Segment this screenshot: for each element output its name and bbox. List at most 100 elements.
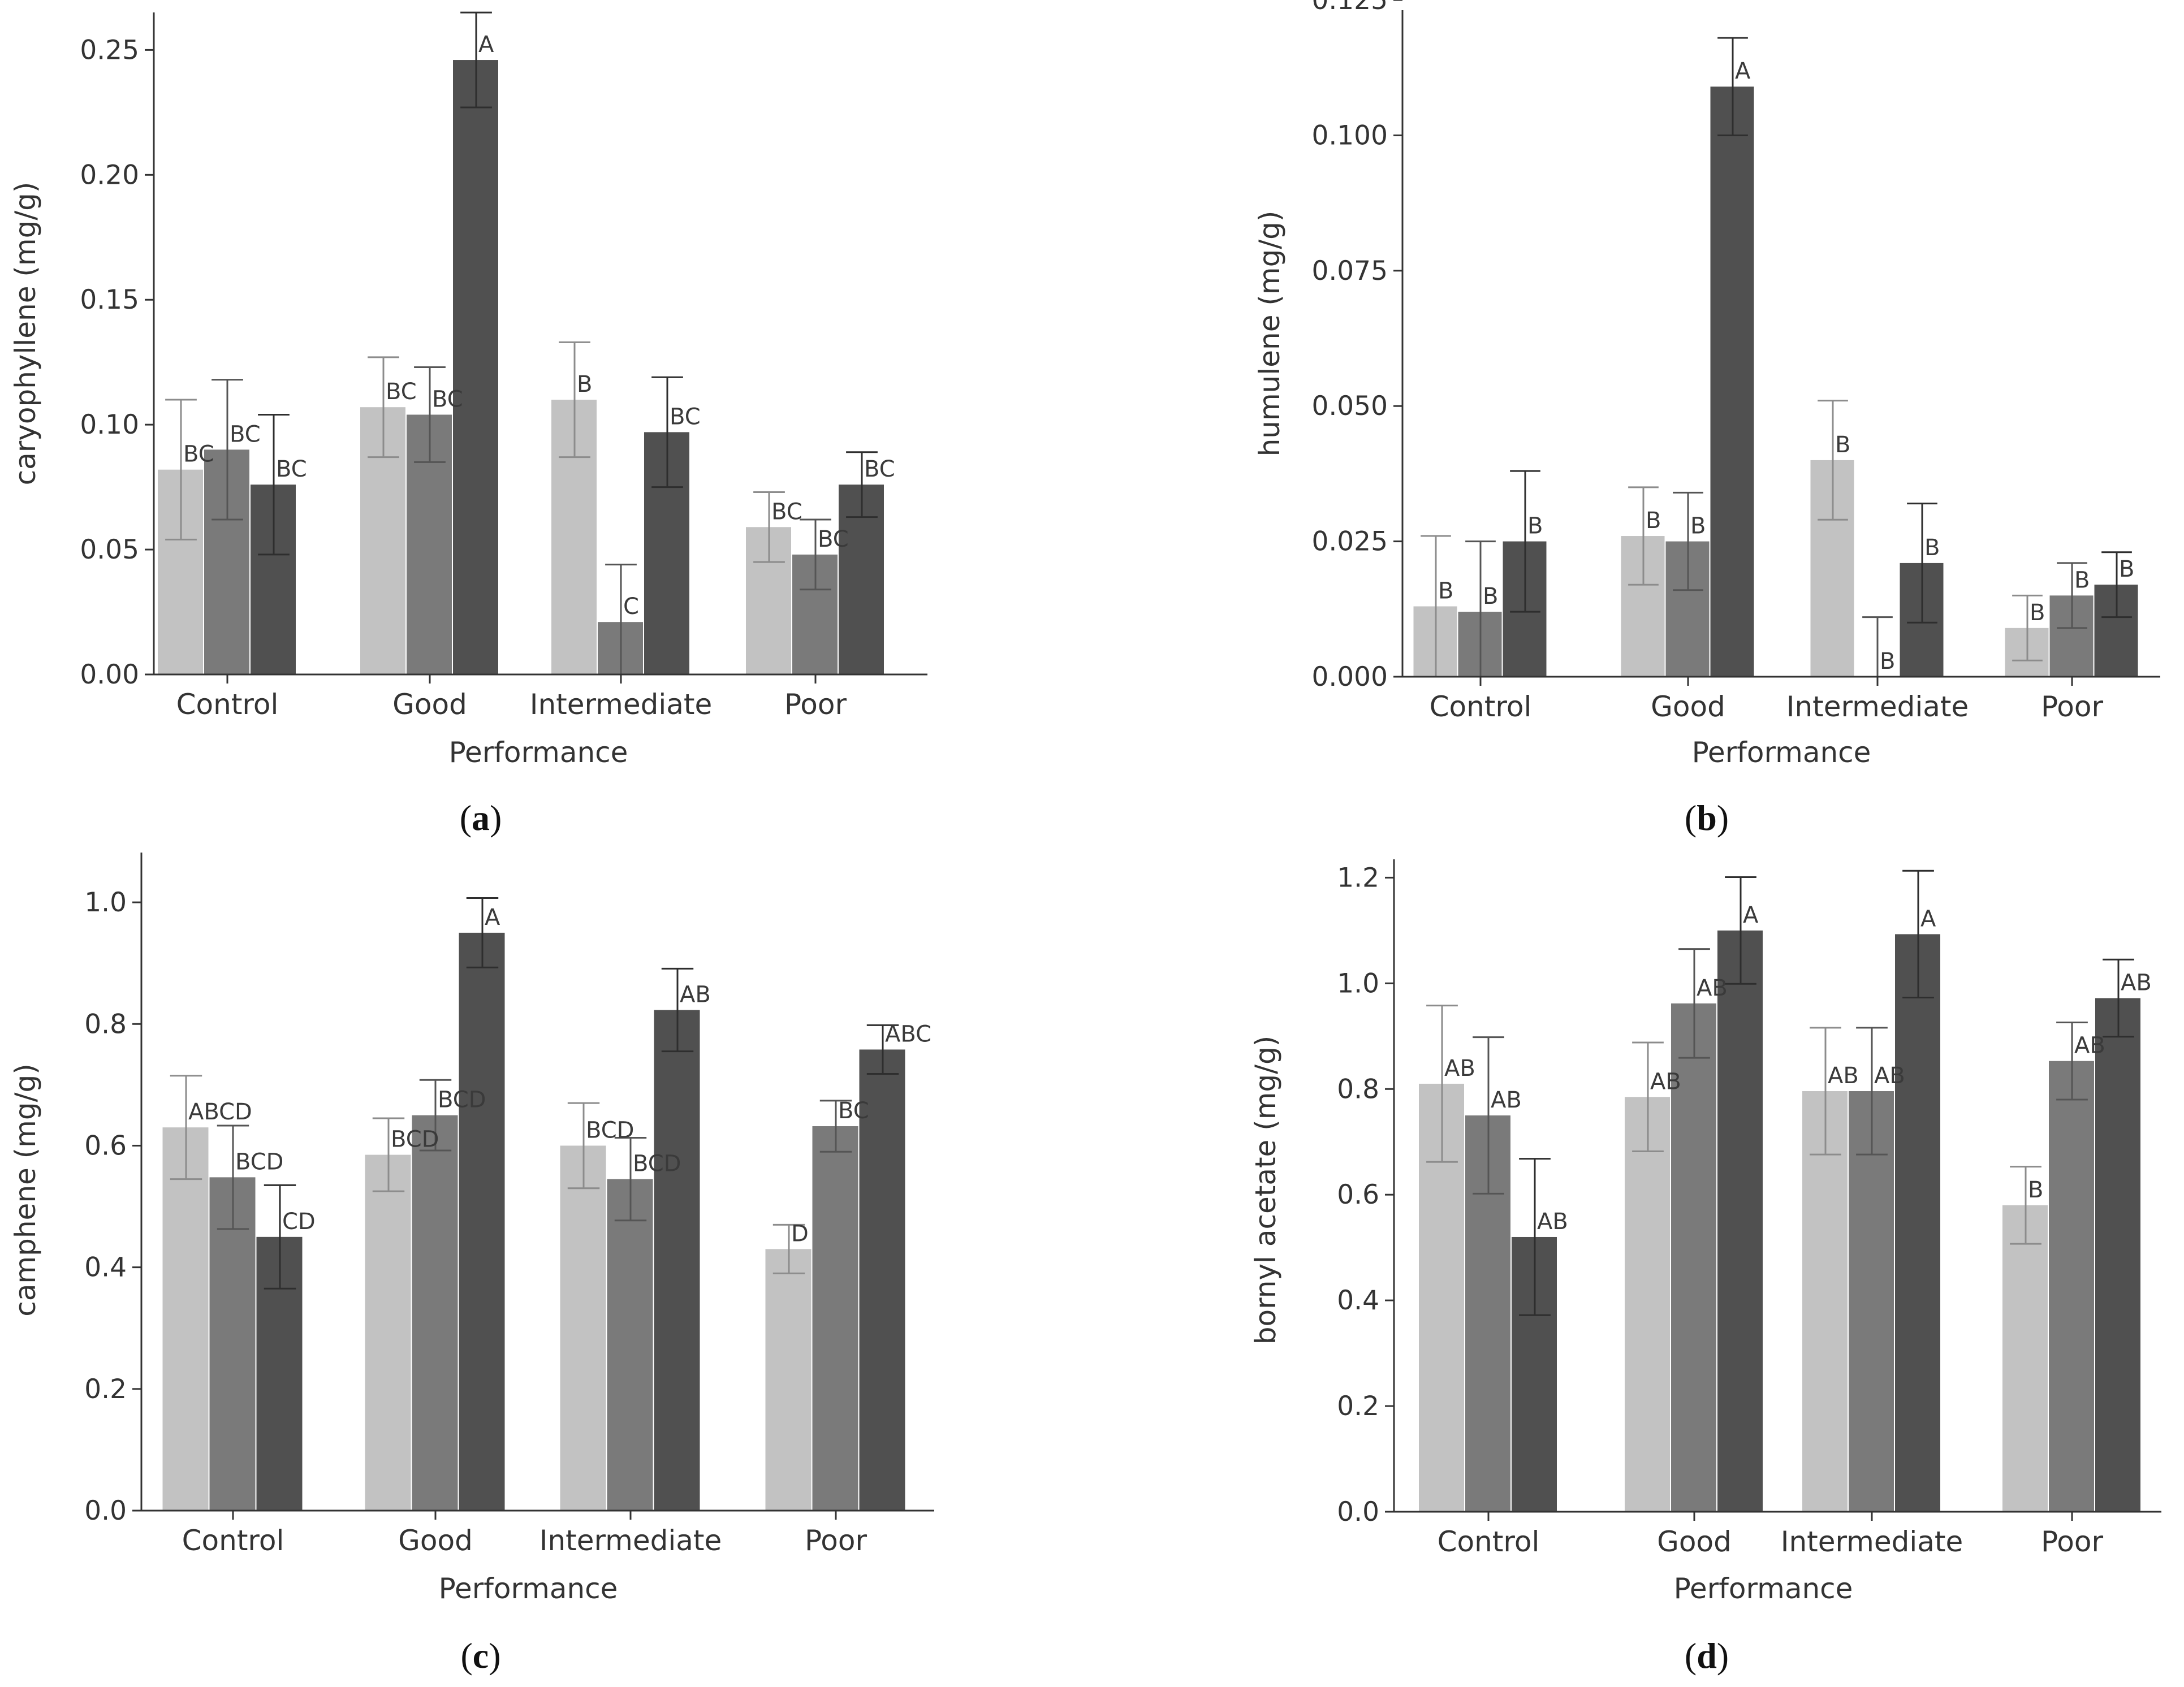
panel-d-error-bar	[1725, 876, 1756, 985]
panel-a-significance-letters: BC BC B BC BC BC C BC BC A BC BC	[183, 32, 895, 620]
panel-c-error-bar	[264, 1184, 296, 1290]
panel-c-x-tick-label: Good	[398, 1524, 473, 1557]
panel-b-x-axis: Control Good Intermediate Poor	[1402, 676, 2160, 723]
panel-b-y-tick-label: 0.125	[1311, 0, 1388, 16]
panel-c-error-bar	[661, 967, 694, 1053]
panel-c-significance-letter: D	[791, 1221, 809, 1247]
panel-d-bar-good-series-2	[1671, 1003, 1716, 1512]
panel-a-significance-letter: BC	[670, 404, 701, 430]
panel-label-b-close: )	[1717, 798, 1729, 838]
panel-d-significance-letter: AB	[1697, 975, 1728, 1001]
panel-d-error-bar	[1902, 870, 1934, 999]
panel-label-d-open: (	[1685, 1636, 1697, 1676]
panel-c-bar-poor-series-1	[765, 1249, 812, 1511]
panel-b-error-bar	[2012, 594, 2043, 661]
panel-a-error-bar	[846, 451, 878, 518]
panel-a-y-tick-label: 0.20	[80, 159, 139, 191]
panel-b-significance-letter: B	[1527, 513, 1543, 539]
panel-d-significance-letter: AB	[1491, 1087, 1522, 1113]
panel-d-error-bars	[1426, 870, 2134, 1316]
panel-d-y-tick-label: 0.2	[1337, 1391, 1379, 1422]
panel-a-error-bar	[368, 356, 399, 458]
panel-label-b: (b)	[1685, 798, 1729, 838]
panel-b-y-tick-label: 0.075	[1311, 256, 1388, 287]
panel-c-x-axis-title: Performance	[439, 1572, 618, 1605]
panel-a-y-axis-title: caryophyllene (mg/g)	[9, 182, 42, 486]
panel-b-error-bar	[1673, 491, 1703, 591]
panel-d-error-bar	[1678, 948, 1710, 1059]
panel-a-y-tick-label: 0.00	[80, 659, 139, 690]
panel-d-x-tick-label: Poor	[2041, 1525, 2104, 1558]
panel-c-bar-good-series-1	[365, 1154, 411, 1511]
panel-c-y-axis-title: camphene (mg/g)	[9, 1063, 42, 1316]
panel-c-significance-letter: BCD	[633, 1151, 681, 1177]
panel-a-y-axis: 0.00 0.05 0.10 0.15 0.20 0.25	[80, 12, 155, 690]
panel-c-error-bar	[466, 897, 499, 968]
panel-c-error-bar	[170, 1075, 202, 1180]
panel-d-chart: AB AB AB B AB AB AB AB AB A A AB 0.0 0.2 0.4 0.6 0.8 1.0…	[1249, 859, 2161, 1605]
panel-b-significance-letter: B	[2074, 567, 2090, 593]
panel-label-c-letter: c	[473, 1636, 489, 1676]
panel-d-significance-letter: AB	[1828, 1063, 1859, 1089]
panel-a-significance-letter: BC	[230, 421, 261, 447]
panel-a-y-tick-label: 0.10	[80, 409, 139, 440]
panel-c-y-tick-label: 0.8	[84, 1009, 127, 1040]
panel-c-significance-letter: ABC	[885, 1021, 931, 1047]
panel-d-error-bar	[1426, 1005, 1458, 1163]
panel-d-error-bar	[1810, 1027, 1841, 1156]
panel-d-bar-poor-series-1	[2002, 1205, 2048, 1512]
panel-b-x-axis-title: Performance	[1692, 736, 1871, 769]
panel-b-significance-letter: B	[1835, 432, 1850, 458]
panel-b-y-axis-title: humulene (mg/g)	[1253, 211, 1286, 457]
panel-b-x-tick-label: Poor	[2041, 690, 2104, 723]
panel-d-y-tick-label: 0.4	[1337, 1285, 1379, 1316]
panel-c-y-tick-label: 0.6	[84, 1130, 127, 1161]
panel-b-error-bar	[1628, 486, 1659, 586]
panel-a-error-bar	[460, 11, 492, 109]
panel-c-error-bars	[170, 897, 899, 1290]
panel-d-y-tick-label: 0.6	[1337, 1179, 1379, 1210]
panel-b-y-tick-label: 0.000	[1311, 661, 1388, 693]
panel-a-significance-letter: C	[623, 594, 639, 620]
panel-c-bar-intermediate-series-1	[560, 1145, 606, 1511]
panel-label-d-close: )	[1717, 1636, 1729, 1676]
panel-a-x-tick-label: Good	[392, 688, 467, 721]
panel-b-significance-letters: B B B B B B B B B A B B	[1438, 58, 2134, 674]
panel-d-bar-intermediate-series-3	[1895, 934, 1940, 1512]
panel-d-x-tick-label: Control	[1438, 1525, 1540, 1558]
panel-d-y-axis-title: bornyl acetate (mg/g)	[1249, 1036, 1282, 1345]
panel-a-significance-letter: BC	[432, 386, 463, 412]
panel-a-error-bar	[165, 399, 197, 540]
panel-d-y-tick-label: 0.8	[1337, 1074, 1379, 1105]
panel-label-b-open: (	[1685, 798, 1697, 838]
panel-a-significance-letter: BC	[183, 442, 214, 468]
panel-c-significance-letter: A	[485, 905, 500, 931]
panel-c-bar-control-series-1	[162, 1127, 209, 1511]
panel-a-significance-letter: B	[577, 371, 592, 397]
panel-c-significance-letter: BC	[838, 1098, 869, 1124]
panel-label-a-close: )	[490, 798, 502, 838]
panel-a-x-tick-label: Control	[176, 688, 279, 721]
panel-label-d-letter: d	[1697, 1636, 1717, 1676]
panel-a-bar-good-series-3	[453, 60, 498, 675]
panel-b-error-bar	[2057, 562, 2087, 629]
panel-b-y-tick-label: 0.025	[1311, 526, 1388, 557]
panel-d-bar-good-series-1	[1625, 1097, 1670, 1512]
panel-a-x-tick-label: Poor	[784, 688, 847, 721]
panel-a-error-bar	[800, 518, 831, 591]
panel-d-error-bar	[1473, 1036, 1504, 1195]
panel-c-bar-intermediate-series-3	[654, 1010, 700, 1511]
panel-c-x-tick-label: Poor	[805, 1524, 867, 1557]
panel-c-x-tick-label: Intermediate	[539, 1524, 722, 1557]
panel-d-significance-letter: AB	[2121, 970, 2152, 996]
panel-c-y-tick-label: 0.4	[84, 1252, 127, 1283]
panel-b-error-bars	[1421, 37, 2132, 678]
panel-label-a-letter: a	[472, 798, 490, 838]
panel-d-significance-letter: AB	[2074, 1033, 2105, 1059]
panel-d-bar-intermediate-series-2	[1849, 1091, 1894, 1512]
panel-d-significance-letter: AB	[1874, 1063, 1905, 1089]
panel-c-bar-good-series-3	[459, 932, 505, 1511]
panel-c-y-tick-label: 0.2	[84, 1374, 127, 1405]
